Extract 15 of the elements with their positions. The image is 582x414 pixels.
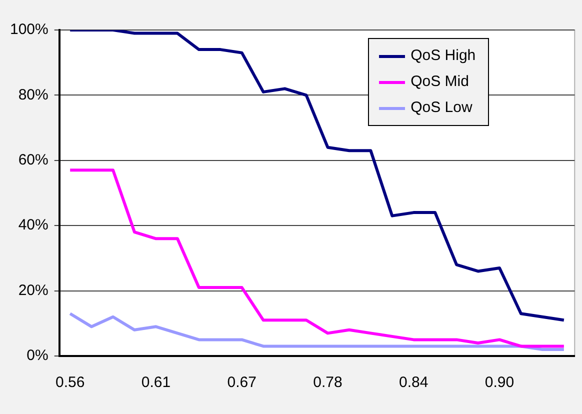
x-tick-label: 0.56: [56, 374, 85, 392]
x-tick-label: 0.67: [227, 374, 256, 392]
legend-label: QoS Low: [410, 98, 472, 118]
x-tick-label: 0.90: [484, 374, 514, 392]
y-tick-label: 60%: [18, 152, 48, 169]
x-tick-label: 0.78: [313, 374, 342, 392]
x-tick-label: 0.61: [141, 374, 171, 392]
y-tick-label: 20%: [18, 282, 48, 299]
legend-label: QoS Mid: [410, 72, 469, 92]
y-tick-label: 0%: [26, 347, 48, 364]
y-tick-label: 100%: [10, 21, 48, 38]
y-tick-label: 80%: [18, 86, 48, 104]
y-tick-label: 40%: [18, 216, 48, 234]
x-tick-label: 0.84: [399, 374, 428, 392]
legend-label: QoS High: [410, 46, 476, 66]
